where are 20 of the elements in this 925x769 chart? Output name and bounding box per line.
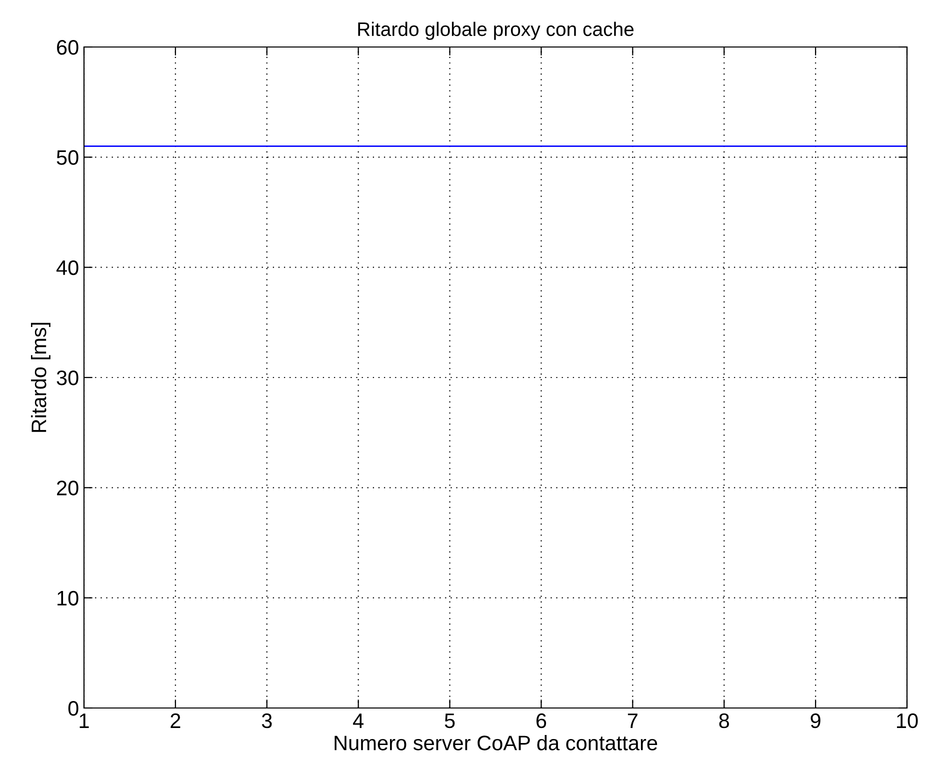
x-tick-label: 3 bbox=[262, 713, 272, 728]
x-tick-label: 7 bbox=[628, 714, 638, 728]
x-tick-label: 2 bbox=[170, 713, 180, 728]
x-tick-label: 6 bbox=[536, 713, 546, 728]
y-axis-title: Ritardo [ms] bbox=[30, 322, 50, 432]
chart-title: Ritardo globale proxy con cache bbox=[358, 22, 634, 40]
y-tick-label: 20 bbox=[57, 480, 78, 496]
x-tick-label: 1 bbox=[80, 714, 89, 728]
x-tick-label: 8 bbox=[719, 713, 729, 728]
y-tick-label: 60 bbox=[57, 40, 78, 55]
y-tick-label: 50 bbox=[56, 150, 78, 165]
y-tick-label: 10 bbox=[58, 590, 78, 606]
x-tick-label: 5 bbox=[444, 714, 455, 728]
x-tick-label: 4 bbox=[353, 714, 364, 728]
y-tick-label: 30 bbox=[56, 370, 78, 386]
y-tick-label: 40 bbox=[56, 260, 78, 276]
x-tick-label: 9 bbox=[810, 713, 820, 728]
y-tick-label: 0 bbox=[68, 701, 78, 716]
x-tick-label: 10 bbox=[897, 713, 918, 728]
x-axis-title: Numero server CoAP da contattare bbox=[334, 735, 658, 750]
